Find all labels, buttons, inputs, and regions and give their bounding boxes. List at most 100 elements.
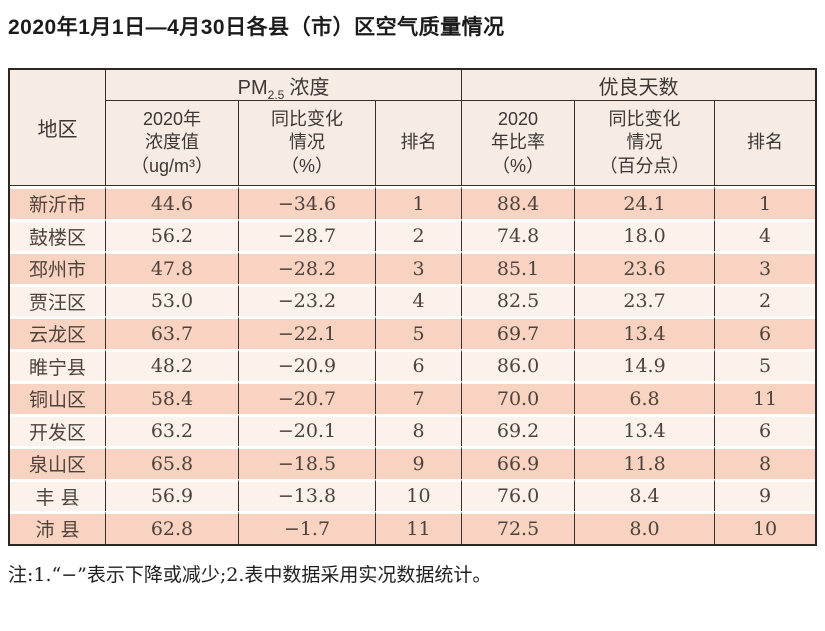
cell-pm-value: 48.2 — [106, 348, 239, 381]
cell-pm-rank: 11 — [376, 511, 463, 544]
cell-ratio: 69.7 — [462, 316, 576, 349]
cell-ratio: 70.0 — [462, 381, 576, 414]
cell-pm-value: 44.6 — [106, 186, 239, 219]
cell-region: 沛 县 — [10, 511, 106, 544]
data-table: 地区 PM2.5 浓度 优良天数 2020年 浓度值 （ug/m³） 同比变化 情… — [10, 70, 816, 544]
header-line: （ug/m³） — [130, 155, 213, 176]
header-line: 情况 — [289, 132, 325, 153]
cell-pm-change: −18.5 — [239, 446, 376, 479]
cell-pm-value: 63.2 — [106, 413, 239, 446]
table-row: 云龙区 63.7 −22.1 5 69.7 13.4 6 — [10, 316, 816, 349]
cell-pm-change: −28.7 — [239, 218, 376, 251]
cell-pm-change: −20.7 — [239, 381, 376, 414]
cell-pm-rank: 4 — [376, 283, 463, 316]
table-row: 邳州市 47.8 −28.2 3 85.1 23.6 3 — [10, 251, 816, 284]
header-ratio: 2020 年比率 （%） — [462, 101, 576, 186]
header-line: 同比变化 — [608, 109, 681, 130]
cell-region: 鼓楼区 — [10, 218, 106, 251]
cell-ratio-change: 8.4 — [575, 478, 716, 511]
cell-pm-change: −20.9 — [239, 348, 376, 381]
cell-ratio: 66.9 — [462, 446, 576, 479]
cell-rank: 11 — [715, 381, 816, 414]
header-line: （百分点） — [599, 155, 690, 176]
cell-ratio-change: 13.4 — [575, 413, 716, 446]
cell-ratio-change: 24.1 — [575, 186, 716, 219]
cell-region: 新沂市 — [10, 186, 106, 219]
cell-rank: 6 — [715, 316, 816, 349]
cell-pm-rank: 9 — [376, 446, 463, 479]
cell-pm-change: −20.1 — [239, 413, 376, 446]
cell-pm-value: 62.8 — [106, 511, 239, 544]
cell-rank: 8 — [715, 446, 816, 479]
cell-pm-change: −34.6 — [239, 186, 376, 219]
cell-pm-value: 65.8 — [106, 446, 239, 479]
cell-pm-value: 53.0 — [106, 283, 239, 316]
header-line: 2020 — [497, 109, 539, 130]
cell-ratio-change: 8.0 — [575, 511, 716, 544]
cell-ratio: 69.2 — [462, 413, 576, 446]
header-line: 年比率 — [491, 132, 546, 153]
cell-ratio: 74.8 — [462, 218, 576, 251]
cell-pm-rank: 3 — [376, 251, 463, 284]
table-row: 泉山区 65.8 −18.5 9 66.9 11.8 8 — [10, 446, 816, 479]
cell-pm-rank: 1 — [376, 186, 463, 219]
header-line: 浓度值 — [145, 132, 199, 153]
header-pm-value: 2020年 浓度值 （ug/m³） — [106, 101, 239, 186]
cell-ratio-change: 6.8 — [575, 381, 716, 414]
cell-region: 泉山区 — [10, 446, 106, 479]
cell-pm-change: −23.2 — [239, 283, 376, 316]
header-line: 情况 — [626, 132, 663, 153]
page: 2020年1月1日—4月30日各县（市）区空气质量情况 地区 PM2.5 浓度 优… — [0, 11, 825, 587]
header-line: 2020年 — [142, 109, 202, 130]
header-good-days-group: 优良天数 — [462, 70, 816, 101]
cell-pm-value: 56.2 — [106, 218, 239, 251]
cell-region: 邳州市 — [10, 251, 106, 284]
cell-ratio-change: 13.4 — [575, 316, 716, 349]
cell-rank: 1 — [715, 186, 816, 219]
header-pm25-group: PM2.5 浓度 — [106, 70, 463, 101]
cell-ratio-change: 23.6 — [575, 251, 716, 284]
cell-ratio: 85.1 — [462, 251, 576, 284]
header-rank: 排名 — [715, 101, 816, 186]
header-group-row: 地区 PM2.5 浓度 优良天数 — [10, 70, 816, 186]
footnote: 注:1.“−”表示下降或减少;2.表中数据采用实况数据统计。 — [8, 563, 492, 586]
cell-rank: 3 — [715, 251, 816, 284]
cell-region: 云龙区 — [10, 316, 106, 349]
cell-rank: 10 — [715, 511, 816, 544]
cell-pm-rank: 10 — [376, 478, 463, 511]
header-ratio-change: 同比变化 情况 （百分点） — [575, 101, 716, 186]
cell-pm-value: 56.9 — [106, 478, 239, 511]
table-row: 铜山区 58.4 −20.7 7 70.0 6.8 11 — [10, 381, 816, 414]
table-row: 鼓楼区 56.2 −28.7 2 74.8 18.0 4 — [10, 218, 816, 251]
header-pm-rank: 排名 — [376, 101, 463, 186]
cell-region: 贾汪区 — [10, 283, 106, 316]
table-row: 沛 县 62.8 −1.7 11 72.5 8.0 10 — [10, 511, 816, 544]
cell-pm-rank: 6 — [376, 348, 463, 381]
cell-pm-change: −1.7 — [239, 511, 376, 544]
cell-pm-rank: 2 — [376, 218, 463, 251]
cell-region: 睢宁县 — [10, 348, 106, 381]
cell-ratio: 88.4 — [462, 186, 576, 219]
table-row: 贾汪区 53.0 −23.2 4 82.5 23.7 2 — [10, 283, 816, 316]
header-line: （%） — [492, 155, 545, 176]
header-region: 地区 — [10, 70, 106, 186]
cell-pm-rank: 8 — [376, 413, 463, 446]
cell-pm-value: 58.4 — [106, 381, 239, 414]
header-line: 同比变化 — [271, 109, 343, 130]
cell-pm-value: 47.8 — [106, 251, 239, 284]
cell-ratio: 72.5 — [462, 511, 576, 544]
cell-ratio-change: 14.9 — [575, 348, 716, 381]
cell-region: 丰 县 — [10, 478, 106, 511]
header-sub-row: 2020年 浓度值 （ug/m³） 同比变化 情况 （%） 排名 2020 年比… — [10, 101, 816, 186]
cell-ratio-change: 23.7 — [575, 283, 716, 316]
cell-pm-change: −22.1 — [239, 316, 376, 349]
cell-region: 开发区 — [10, 413, 106, 446]
table-row: 睢宁县 48.2 −20.9 6 86.0 14.9 5 — [10, 348, 816, 381]
cell-rank: 6 — [715, 413, 816, 446]
cell-pm-change: −13.8 — [239, 478, 376, 511]
cell-region: 铜山区 — [10, 381, 106, 414]
table-body: 新沂市 44.6 −34.6 1 88.4 24.1 1 鼓楼区 56.2 −2… — [10, 186, 816, 544]
table-row: 新沂市 44.6 −34.6 1 88.4 24.1 1 — [10, 186, 816, 219]
page-title: 2020年1月1日—4月30日各县（市）区空气质量情况 — [8, 16, 505, 39]
cell-rank: 4 — [715, 218, 816, 251]
